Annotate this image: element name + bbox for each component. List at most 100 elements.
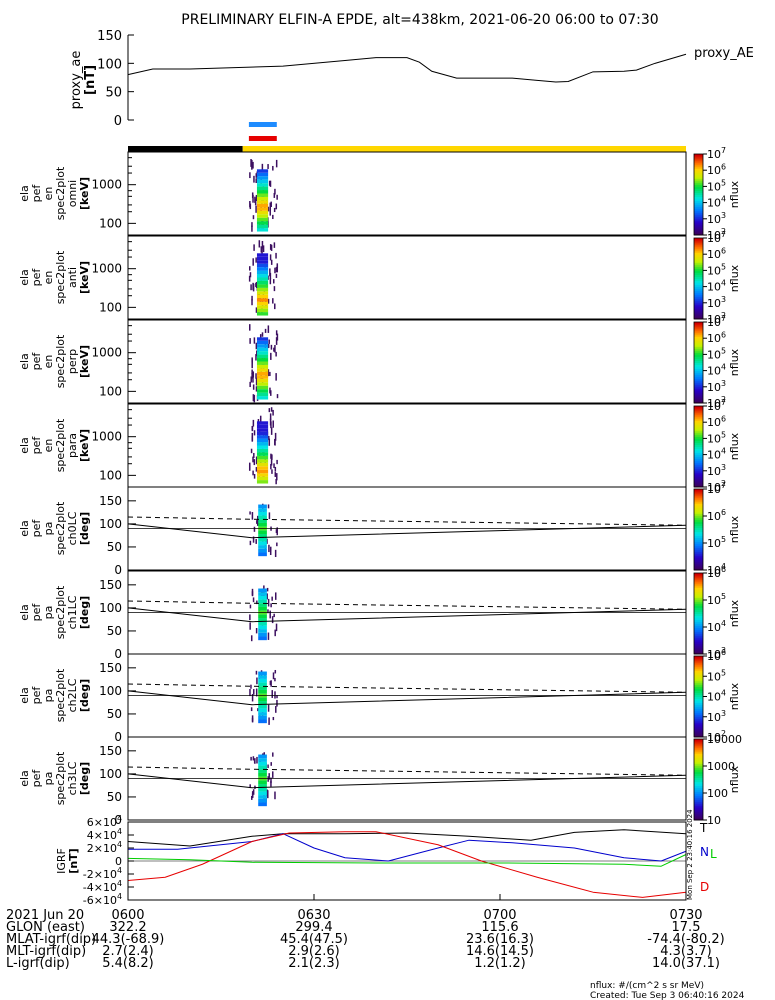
y-axis-label: en [42,355,55,369]
colorbar-cell [694,745,703,748]
colorbar-cell [694,418,703,421]
spectrogram-cell [256,445,269,449]
colorbar-cell [694,288,703,292]
spectrogram-cell [256,305,269,309]
colorbar-cell [694,495,703,498]
speckle [252,384,255,390]
colorbar-cell [694,773,703,776]
colorbar-cell [694,702,703,706]
colorbar-cell [694,613,703,617]
speckle [274,267,276,274]
colorbar-cell [694,408,703,411]
spectrogram-cell [256,389,269,393]
y-tick-label: 1000 [91,262,122,276]
speckle [269,268,271,277]
speckle [271,469,273,474]
spectrogram-cell [258,708,267,713]
speckle [261,240,264,249]
y-tick-label: -6×104 [83,892,122,907]
ephemeris-row-label: L-igrf(dip) [6,956,70,971]
speckle [251,192,254,199]
speckle [273,279,275,284]
speckle [252,597,255,603]
y-axis-label: ch3LC [66,761,79,795]
speckle [255,307,258,313]
speckle [249,511,251,515]
colorbar-cell [694,246,703,249]
speckle [253,175,255,183]
speckle [267,704,270,712]
ephemeris-value: 4.3(3.7) [660,944,712,959]
spectrogram-cell [258,592,267,596]
speckle [273,286,276,292]
colorbar-cell [694,410,703,413]
colorbar-cell [694,728,703,732]
colorbar-cell [694,688,703,691]
spectrogram-cell [256,469,269,474]
colorbar-cell [694,328,703,331]
speckle [272,165,274,171]
speckle [276,695,278,699]
y-axis-label: perp [66,349,79,374]
colorbar-cell [694,380,703,384]
colorbar-cell [694,342,703,345]
speckle [249,784,251,789]
colorbar-cell [694,793,703,797]
colorbar-cell [694,690,703,693]
colorbar-cell [694,708,703,712]
speckle [249,338,251,344]
y-axis-label: [keV] [78,429,91,462]
colorbar-cell [694,206,703,210]
spectrogram-cell [256,358,269,362]
speckle [250,707,253,712]
speckle [256,600,258,605]
speckle [255,539,257,544]
colorbar-frame [693,405,704,488]
colorbar-cell [694,763,703,766]
colorbar-cell [694,302,703,306]
speckle [251,426,254,432]
colorbar-cell [694,670,703,673]
panel-bg [128,152,686,235]
spectrogram-cell [256,354,269,359]
spectrogram-cell [258,552,267,557]
speckle [267,369,270,377]
spectrogram-cell [256,224,269,229]
speckle [256,677,258,685]
spectrogram-cell [256,337,269,341]
ephemeris-value: 14.0(37.1) [652,956,720,971]
ephemeris-value: 0700 [483,908,516,923]
y-tick-label: 150 [99,578,122,592]
colorbar-unit: nflux [728,180,741,208]
colorbar-cell [694,619,703,623]
footer-created: Created: Tue Sep 3 06:40:16 2024 [590,991,745,1000]
colorbar-cell [694,182,703,185]
speckle [269,272,272,279]
speckle [248,275,251,282]
colorbar-cell [694,322,703,325]
panel-frame [127,486,687,571]
spectrogram-cell [256,428,269,432]
colorbar-cell [694,567,703,571]
colorbar-cell [694,452,703,456]
speckle [253,526,256,532]
colorbar-cell [694,370,703,374]
speckle [251,362,253,369]
spectrogram-pitch-ch3LC: 0 50 100 150 ela pef pa spec2plot ch3LC [deg] 10 10… [18,733,742,827]
colorbar-cell [694,312,703,316]
speckle [275,252,277,259]
colorbar-cell [694,761,703,764]
y-tick-label: 100 [99,517,122,531]
colorbar-cell [694,426,703,429]
colorbar-cell [694,511,703,514]
spectrogram-cell [256,176,269,180]
colorbar-unit: nflux [728,264,741,292]
speckle [274,629,276,637]
speckle [274,691,276,699]
colorbar-label: 106 [707,330,726,345]
colorbar-cell [694,220,703,224]
spectrogram-cell [258,772,267,777]
colorbar-cell [694,747,703,750]
colorbar-cell [694,678,703,681]
